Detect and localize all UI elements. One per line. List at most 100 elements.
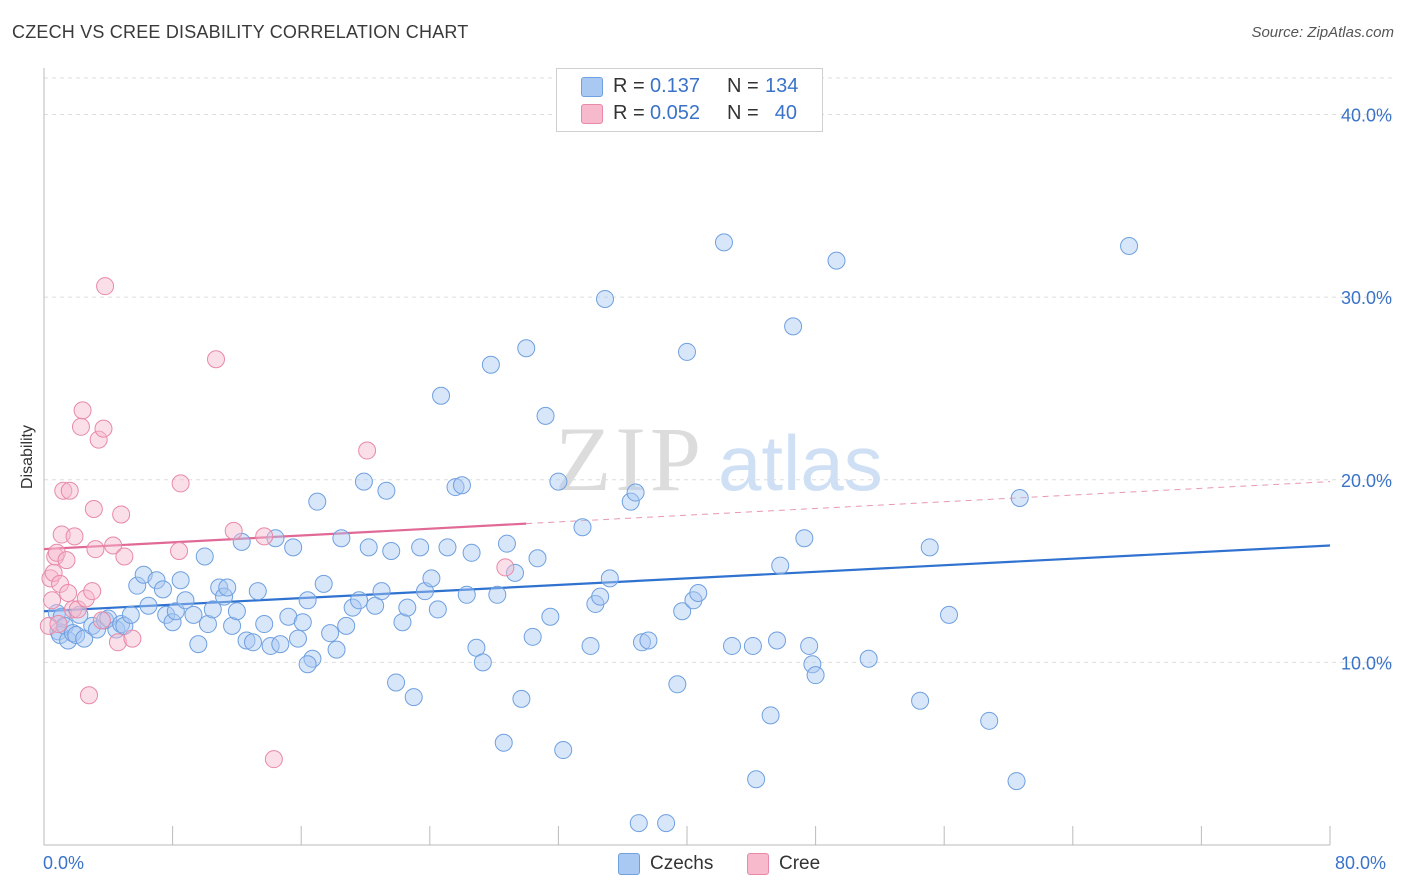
- cree-point: [47, 543, 66, 562]
- czechs-point: [591, 587, 610, 606]
- czechs-point: [980, 711, 999, 730]
- cree-point: [59, 583, 78, 602]
- czechs-point: [398, 598, 417, 617]
- czechs-point: [452, 476, 471, 495]
- czechs-point: [288, 629, 307, 648]
- cree-trend-line: [43, 522, 527, 551]
- czechs-point: [517, 339, 536, 358]
- czechs-point: [428, 600, 447, 619]
- czechs-point: [327, 640, 346, 659]
- czechs-point: [184, 605, 203, 624]
- cree-point: [224, 521, 243, 540]
- czechs-point: [387, 673, 406, 692]
- czechs-point: [432, 386, 451, 405]
- cree-point: [115, 547, 134, 566]
- cree-point: [255, 527, 274, 546]
- cree-legend-swatch: [747, 853, 769, 875]
- czechs-point: [596, 289, 615, 308]
- czechs-point: [422, 569, 441, 588]
- czechs-point: [457, 585, 476, 604]
- cree-point: [123, 629, 142, 648]
- y-tick-label: 40.0%: [1341, 106, 1392, 126]
- cree-point: [71, 417, 90, 436]
- czechs-point: [723, 636, 742, 655]
- watermark-zip: ZIP: [555, 408, 705, 510]
- czechs-point: [1120, 237, 1139, 256]
- czechs-point: [621, 492, 640, 511]
- czechs-point: [632, 633, 651, 652]
- czechs-point: [554, 741, 573, 760]
- cree-trend-extension: [526, 481, 1331, 525]
- czechs-point: [115, 616, 134, 635]
- cree-point: [54, 481, 73, 500]
- czechs-point: [359, 538, 378, 557]
- czechs-legend-swatch: [618, 853, 640, 875]
- czechs-point: [626, 483, 645, 502]
- czechs-point: [481, 355, 500, 374]
- czechs-point: [171, 571, 190, 590]
- n-value: 40: [774, 102, 797, 124]
- cree-point: [358, 441, 377, 460]
- czechs-point: [337, 616, 356, 635]
- y-tick-label: 20.0%: [1341, 471, 1392, 491]
- czechs-point: [75, 629, 94, 648]
- czechs-point: [488, 585, 507, 604]
- czechs-point: [629, 814, 648, 833]
- x-tick-label-min: 0.0%: [43, 853, 85, 873]
- czechs-point: [255, 615, 274, 634]
- cree-point: [84, 499, 103, 518]
- cree-point: [41, 569, 60, 588]
- czechs-point: [308, 492, 327, 511]
- cree-point: [65, 527, 84, 546]
- czechs-point: [573, 518, 592, 537]
- czechs-point: [714, 233, 733, 252]
- czechs-point: [112, 615, 131, 634]
- czechs-point: [321, 624, 340, 643]
- watermark-atlas: atlas: [718, 419, 883, 507]
- cree-point: [63, 600, 82, 619]
- czechs-point: [284, 538, 303, 557]
- czechs-trend-line: [43, 544, 1331, 613]
- czechs-point: [354, 472, 373, 491]
- czechs-point: [505, 563, 524, 582]
- y-tick-label: 30.0%: [1341, 288, 1392, 308]
- czechs-point: [462, 543, 481, 562]
- czechs-point: [1007, 772, 1026, 791]
- cree-point: [104, 536, 123, 555]
- czechs-point: [827, 251, 846, 270]
- czechs-point: [859, 649, 878, 668]
- cree-point: [86, 540, 105, 559]
- czechs-point: [940, 605, 959, 624]
- czechs-point: [63, 624, 82, 643]
- cree-point: [171, 474, 190, 493]
- y-tick-labels: 10.0% 20.0% 30.0% 40.0%: [1341, 106, 1392, 674]
- czechs-point: [657, 814, 676, 833]
- czechs-point: [549, 472, 568, 491]
- czechs-point: [920, 538, 939, 557]
- r-label: R =: [613, 75, 645, 97]
- n-value: 134: [765, 75, 799, 97]
- czechs-point: [911, 691, 930, 710]
- cree-point: [60, 481, 79, 500]
- czechs-point: [121, 605, 140, 624]
- cree-point: [170, 541, 189, 560]
- czechs-point: [153, 580, 172, 599]
- cree-point: [92, 611, 111, 630]
- czechs-point: [438, 538, 457, 557]
- czechs-point: [494, 733, 513, 752]
- czechs-point: [747, 770, 766, 789]
- czechs-point: [411, 538, 430, 557]
- axes: [43, 68, 1331, 846]
- trend-lines: [43, 481, 1331, 613]
- czechs-point: [523, 627, 542, 646]
- x-tick-label-max: 80.0%: [1335, 853, 1387, 873]
- czechs-point: [332, 529, 351, 548]
- czechs-point: [298, 591, 317, 610]
- cree-point: [108, 633, 127, 652]
- czechs-point: [176, 591, 195, 610]
- czechs-point: [237, 631, 256, 650]
- chart-title: CZECH VS CREE DISABILITY CORRELATION CHA…: [12, 22, 469, 42]
- legend-row-czechs: R = 0.137 N = 134: [557, 73, 822, 99]
- cree-point: [264, 750, 283, 769]
